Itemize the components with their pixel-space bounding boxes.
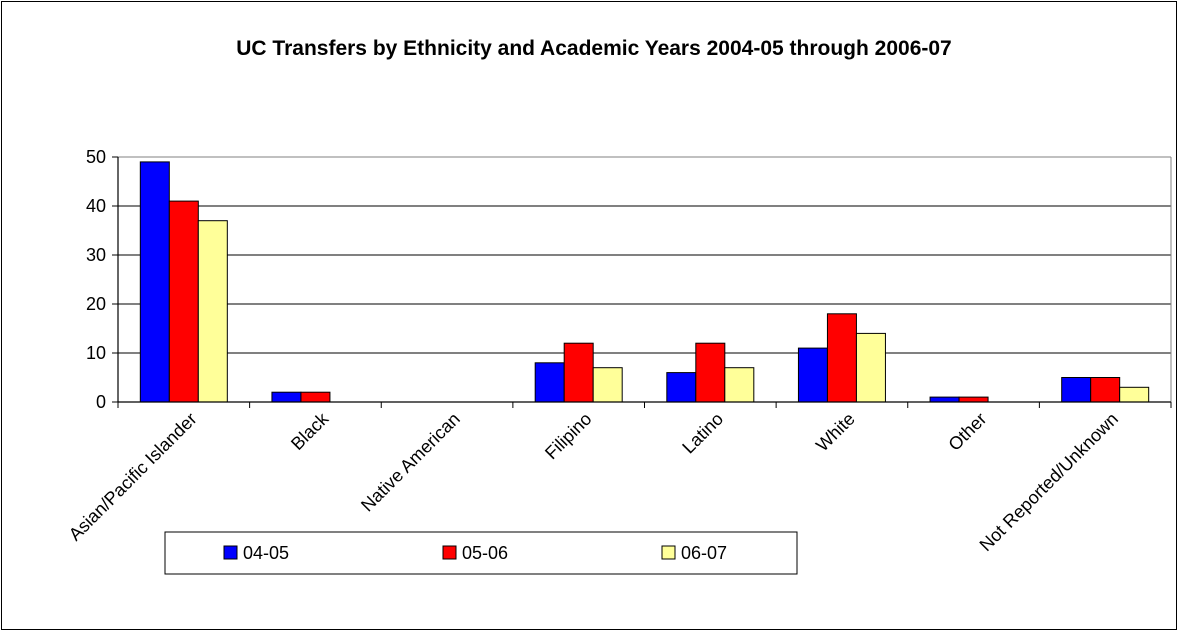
- legend-label: 05-06: [462, 543, 508, 563]
- bar-06-07-5: [855, 332, 886, 403]
- bar-06-07-7: [1119, 386, 1150, 403]
- x-category-label: Not Reported/Unknown: [976, 409, 1122, 555]
- bar-04-05-4: [666, 372, 697, 403]
- legend-swatch-06-07: [661, 545, 676, 560]
- y-tick-label: 30: [86, 245, 106, 265]
- bar-04-05-5: [797, 347, 828, 403]
- legend-label: 04-05: [243, 543, 289, 563]
- bar-06-07-3: [592, 367, 623, 403]
- x-category-label: Latino: [678, 409, 727, 458]
- bar-06-07-4: [724, 367, 755, 403]
- bar-06-07-0: [197, 220, 228, 403]
- bar-05-06-5: [826, 313, 857, 403]
- bar-05-06-1: [300, 391, 331, 403]
- x-category-label: Asian/Pacific Islander: [65, 409, 201, 545]
- chart-title: UC Transfers by Ethnicity and Academic Y…: [236, 37, 951, 60]
- y-tick-label: 10: [86, 343, 106, 363]
- legend-box: [164, 531, 798, 575]
- bar-04-05-6: [929, 396, 960, 403]
- x-category-label: Other: [944, 409, 990, 455]
- x-category-label: White: [812, 409, 859, 456]
- bar-04-05-0: [139, 161, 170, 403]
- x-category-label: Black: [287, 408, 333, 454]
- legend-label: 06-07: [681, 543, 727, 563]
- y-tick-label: 40: [86, 196, 106, 216]
- x-category-label: Filipino: [541, 409, 595, 463]
- axes: [112, 156, 1172, 408]
- legend-swatch-05-06: [442, 545, 457, 560]
- y-tick-label: 20: [86, 294, 106, 314]
- legend: 04-05 05-06 06-07: [164, 531, 798, 575]
- bar-04-05-3: [534, 362, 565, 403]
- bar-04-05-1: [271, 391, 302, 403]
- bar-05-06-4: [695, 342, 726, 403]
- bars: [139, 161, 1150, 403]
- bar-05-06-3: [563, 342, 594, 403]
- x-category-label: Native American: [357, 409, 464, 516]
- legend-swatch-04-05: [223, 545, 238, 560]
- y-tick-label: 0: [96, 392, 106, 412]
- bar-05-06-7: [1090, 377, 1121, 403]
- y-axis-tick-labels: 0 10 20 30 40 50: [86, 147, 106, 412]
- y-tick-label: 50: [86, 147, 106, 167]
- gridlines: [118, 156, 1171, 354]
- bar-04-05-7: [1061, 377, 1092, 403]
- bar-05-06-0: [168, 200, 199, 403]
- bar-05-06-6: [958, 396, 989, 403]
